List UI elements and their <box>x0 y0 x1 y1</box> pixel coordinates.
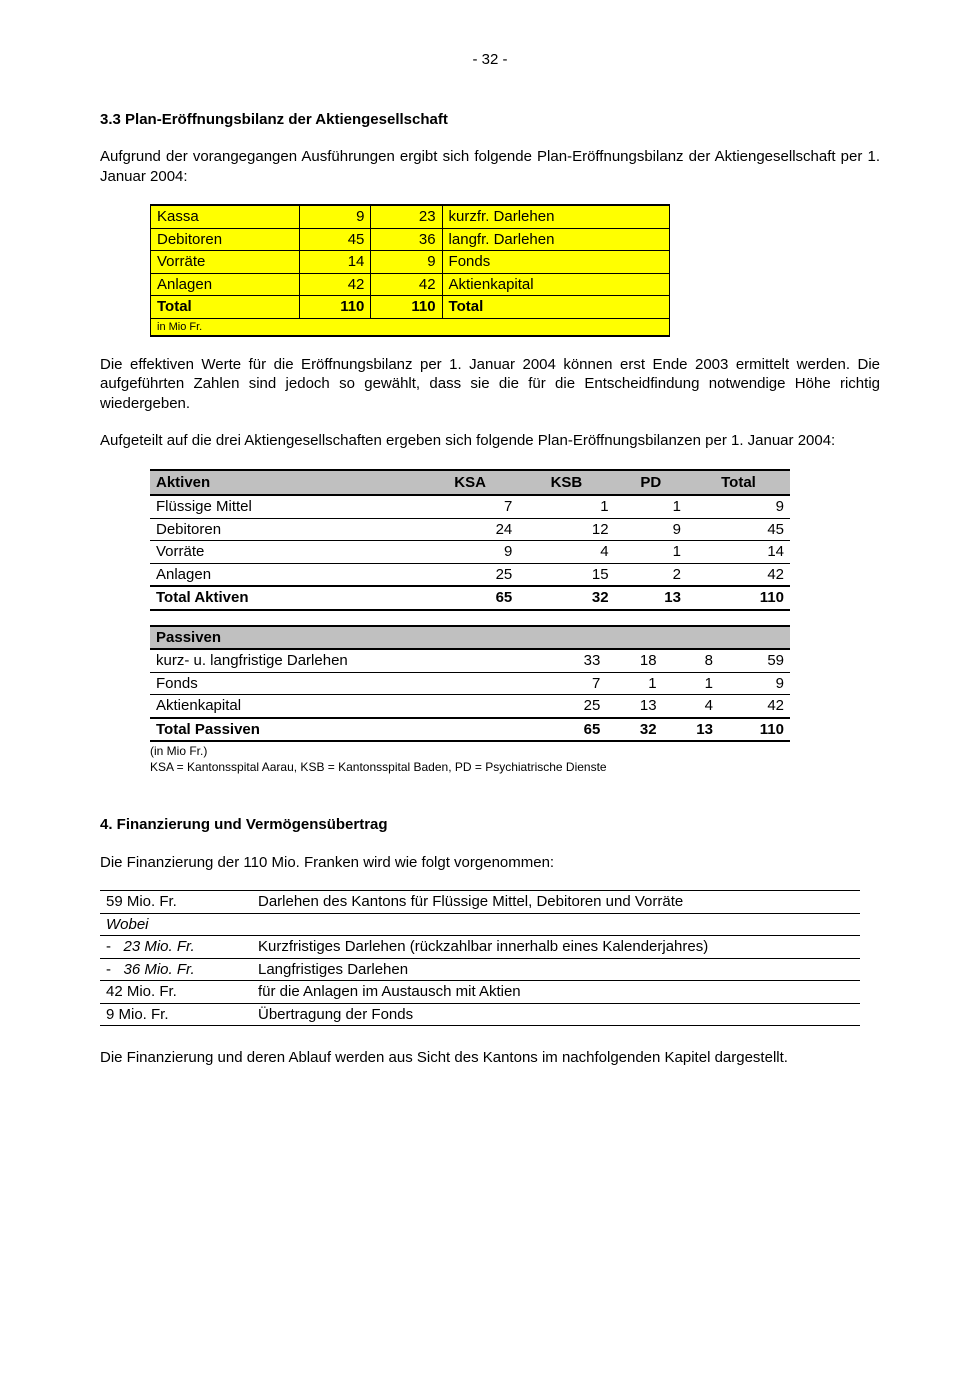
fin-val: für die Anlagen im Austausch mit Aktien <box>252 981 860 1004</box>
balance-total: 110 <box>371 296 442 319</box>
col-header: KSB <box>518 470 614 496</box>
col-header: KSA <box>422 470 518 496</box>
balance-cell: 42 <box>371 273 442 296</box>
table-cell: 33 <box>550 649 606 672</box>
closing-paragraph: Die Finanzierung und deren Ablauf werden… <box>100 1048 880 1068</box>
table-total: 32 <box>606 718 662 742</box>
balance-cell: 9 <box>300 205 371 228</box>
section-3-3-intro: Aufgrund der vorangegangen Ausführungen … <box>100 147 880 186</box>
table-cell: 1 <box>663 672 719 695</box>
paragraph: Die effektiven Werte für die Eröffnungsb… <box>100 355 880 414</box>
table-cell: Aktienkapital <box>150 695 550 718</box>
table-cell: Debitoren <box>150 518 422 541</box>
table-cell: Anlagen <box>150 563 422 586</box>
fin-val: Übertragung der Fonds <box>252 1003 860 1026</box>
table-cell: 4 <box>663 695 719 718</box>
balance-total: Total <box>442 296 669 319</box>
table-total: 13 <box>663 718 719 742</box>
table-cell: 13 <box>606 695 662 718</box>
passiven-header: Passiven <box>150 626 790 650</box>
col-header: Aktiven <box>150 470 422 496</box>
balance-cell: Fonds <box>442 251 669 274</box>
balance-cell: 45 <box>300 228 371 251</box>
balance-cell: 36 <box>371 228 442 251</box>
col-header: PD <box>615 470 687 496</box>
balance-cell: 23 <box>371 205 442 228</box>
dash-icon: - <box>106 961 124 978</box>
table-cell: 9 <box>615 518 687 541</box>
table-cell: Vorräte <box>150 541 422 564</box>
table-cell: 15 <box>518 563 614 586</box>
table-footnote: (in Mio Fr.) <box>150 744 880 760</box>
table-cell: 1 <box>615 495 687 518</box>
balance-note: in Mio Fr. <box>151 318 670 336</box>
table-cell: 18 <box>606 649 662 672</box>
balance-cell: Kassa <box>151 205 300 228</box>
balance-cell: Aktienkapital <box>442 273 669 296</box>
table-cell: 42 <box>687 563 790 586</box>
balance-total: 110 <box>300 296 371 319</box>
financing-table: 59 Mio. Fr.Darlehen des Kantons für Flüs… <box>100 890 860 1026</box>
col-header: Total <box>687 470 790 496</box>
fin-key: 59 Mio. Fr. <box>100 891 252 914</box>
balance-cell: Anlagen <box>151 273 300 296</box>
table-footnote: KSA = Kantonsspital Aarau, KSB = Kantons… <box>150 760 880 776</box>
table-total: Total Aktiven <box>150 586 422 610</box>
table-cell: 8 <box>663 649 719 672</box>
table-total: 32 <box>518 586 614 610</box>
section-3-3-heading: 3.3 Plan-Eröffnungsbilanz der Aktiengese… <box>100 110 880 130</box>
dash-icon: - <box>106 938 124 955</box>
table-total: 110 <box>719 718 790 742</box>
balance-table: Kassa 9 23 kurzfr. Darlehen Debitoren 45… <box>150 204 670 337</box>
section-4-heading: 4. Finanzierung und Vermögensübertrag <box>100 815 880 835</box>
balance-cell: 9 <box>371 251 442 274</box>
table-total: Total Passiven <box>150 718 550 742</box>
table-total: 110 <box>687 586 790 610</box>
fin-key: Wobei <box>100 913 860 936</box>
table-cell: 2 <box>615 563 687 586</box>
fin-val: Darlehen des Kantons für Flüssige Mittel… <box>252 891 860 914</box>
table-cell: 25 <box>550 695 606 718</box>
table-cell: 1 <box>518 495 614 518</box>
table-cell: 12 <box>518 518 614 541</box>
table-cell: 24 <box>422 518 518 541</box>
fin-key: 9 Mio. Fr. <box>100 1003 252 1026</box>
table-cell: kurz- u. langfristige Darlehen <box>150 649 550 672</box>
table-cell: Flüssige Mittel <box>150 495 422 518</box>
table-cell: 4 <box>518 541 614 564</box>
table-cell: Fonds <box>150 672 550 695</box>
table-cell: 59 <box>719 649 790 672</box>
fin-key: 42 Mio. Fr. <box>100 981 252 1004</box>
table-cell: 9 <box>422 541 518 564</box>
fin-key: 36 Mio. Fr. <box>124 961 195 978</box>
aktiven-table: Aktiven KSA KSB PD Total Flüssige Mittel… <box>150 469 790 611</box>
fin-val: Langfristiges Darlehen <box>252 958 860 981</box>
balance-cell: Vorräte <box>151 251 300 274</box>
balance-cell: 42 <box>300 273 371 296</box>
balance-cell: langfr. Darlehen <box>442 228 669 251</box>
table-cell: 7 <box>550 672 606 695</box>
passiven-table: Passiven kurz- u. langfristige Darlehen3… <box>150 625 790 743</box>
balance-total: Total <box>151 296 300 319</box>
fin-key: 23 Mio. Fr. <box>124 938 195 955</box>
table-total: 13 <box>615 586 687 610</box>
table-cell: 45 <box>687 518 790 541</box>
table-cell: 1 <box>615 541 687 564</box>
table-cell: 1 <box>606 672 662 695</box>
table-cell: 7 <box>422 495 518 518</box>
table-cell: 14 <box>687 541 790 564</box>
table-cell: 9 <box>719 672 790 695</box>
table-total: 65 <box>550 718 606 742</box>
balance-cell: 14 <box>300 251 371 274</box>
table-cell: 42 <box>719 695 790 718</box>
table-cell: 9 <box>687 495 790 518</box>
balance-cell: kurzfr. Darlehen <box>442 205 669 228</box>
paragraph: Aufgeteilt auf die drei Aktiengesellscha… <box>100 431 880 451</box>
balance-cell: Debitoren <box>151 228 300 251</box>
table-cell: 25 <box>422 563 518 586</box>
fin-val: Kurzfristiges Darlehen (rückzahlbar inne… <box>252 936 860 959</box>
page-number: - 32 - <box>100 50 880 70</box>
table-total: 65 <box>422 586 518 610</box>
section-4-intro: Die Finanzierung der 110 Mio. Franken wi… <box>100 853 880 873</box>
